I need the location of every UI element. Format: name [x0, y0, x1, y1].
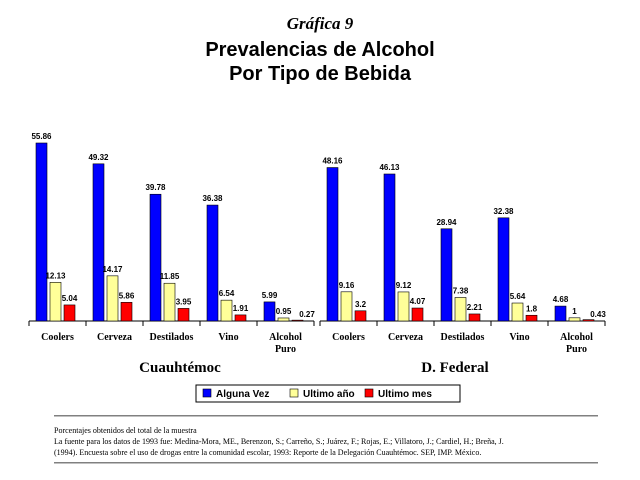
- category-label: Coolers: [41, 332, 74, 343]
- bar: [440, 228, 453, 322]
- footnote-source-cont: (1994). Encuesta sobre el uso de drogas …: [54, 448, 482, 457]
- bar: [92, 163, 105, 322]
- bar: [177, 308, 190, 322]
- data-label: 3.95: [176, 297, 192, 306]
- data-label: 5.64: [510, 292, 526, 301]
- data-label: 4.07: [410, 297, 426, 306]
- bar: [326, 167, 339, 322]
- bar: [340, 291, 353, 322]
- data-label: 39.78: [145, 183, 166, 192]
- category-label: Coolers: [332, 332, 365, 343]
- footnote-divider-bottom: [54, 462, 598, 464]
- bar: [120, 302, 133, 322]
- footnote-divider-top: [54, 415, 598, 417]
- footnote-sample: Porcentajes obtenidos del total de la mu…: [54, 426, 197, 435]
- bar: [291, 319, 304, 322]
- data-label: 4.68: [553, 295, 569, 304]
- data-label: 0.95: [276, 307, 292, 316]
- category-label: Alcohol: [560, 332, 593, 343]
- bar: [568, 317, 581, 322]
- data-label: 5.04: [62, 294, 78, 303]
- data-label: 55.86: [31, 132, 52, 141]
- legend-label: Ultimo año: [303, 389, 355, 400]
- bar: [149, 193, 162, 322]
- chart-title-line2: Por Tipo de Bebida: [229, 63, 411, 85]
- bar: [525, 314, 538, 322]
- category-label: Destilados: [150, 332, 194, 343]
- data-label: 3.2: [355, 300, 367, 309]
- group-label: D. Federal: [421, 360, 488, 376]
- category-label: Vino: [509, 332, 529, 343]
- bar: [220, 299, 233, 322]
- bar: [63, 304, 76, 322]
- legend-swatch: [202, 388, 212, 398]
- figure-number: Gráfica 9: [286, 14, 354, 33]
- data-label: 0.43: [590, 310, 606, 319]
- chart-heading: Gráfica 9 Prevalencias de Alcohol Por Ti…: [0, 14, 640, 86]
- legend-swatch: [364, 388, 374, 398]
- data-label: 46.13: [379, 163, 400, 172]
- category-label: Alcohol: [269, 332, 302, 343]
- category-label: Vino: [218, 332, 238, 343]
- footnote-source: La fuente para los datos de 1993 fue: Me…: [54, 437, 504, 446]
- data-label: 5.99: [262, 291, 278, 300]
- bar: [106, 275, 119, 322]
- chart-title-line1: Prevalencias de Alcohol: [205, 39, 435, 61]
- bar: [49, 282, 62, 322]
- data-label: 11.85: [160, 272, 180, 281]
- data-label: 9.16: [339, 281, 355, 290]
- bar: [454, 297, 467, 322]
- category-label: Puro: [275, 344, 296, 355]
- bar: [397, 291, 410, 322]
- bar: [35, 142, 48, 322]
- category-label: Puro: [566, 344, 587, 355]
- bar: [383, 173, 396, 322]
- group-label: Cuauhtémoc: [139, 360, 221, 376]
- bar: [277, 317, 290, 322]
- bar: [411, 307, 424, 322]
- data-label: 0.27: [299, 310, 315, 319]
- data-label: 12.13: [45, 271, 66, 280]
- bar: [497, 217, 510, 322]
- category-label: Destilados: [441, 332, 485, 343]
- bar: [206, 204, 219, 322]
- legend-label: Alguna Vez: [216, 389, 269, 400]
- bar: [582, 319, 595, 322]
- data-label: 49.32: [88, 153, 109, 162]
- data-label: 5.86: [119, 291, 135, 300]
- bar: [468, 313, 481, 322]
- data-label: 6.54: [219, 289, 235, 298]
- data-label: 36.38: [202, 194, 223, 203]
- data-label: 1: [572, 307, 577, 316]
- legend-swatch: [289, 388, 299, 398]
- bar: [554, 305, 567, 322]
- data-label: 7.38: [453, 286, 469, 295]
- data-label: 1.8: [526, 304, 538, 313]
- data-label: 32.38: [493, 207, 514, 216]
- bar: [163, 282, 176, 322]
- legend: [195, 384, 461, 403]
- data-label: 9.12: [396, 281, 412, 290]
- data-label: 14.17: [102, 265, 123, 274]
- data-label: 28.94: [436, 218, 457, 227]
- bar: [511, 302, 524, 322]
- bar: [354, 310, 367, 322]
- bar: [234, 314, 247, 322]
- legend-label: Ultimo mes: [378, 389, 432, 400]
- category-label: Cerveza: [388, 332, 423, 343]
- data-label: 2.21: [467, 303, 483, 312]
- category-label: Cerveza: [97, 332, 132, 343]
- data-label: 48.16: [322, 157, 343, 166]
- data-label: 1.91: [233, 304, 249, 313]
- bar: [263, 301, 276, 322]
